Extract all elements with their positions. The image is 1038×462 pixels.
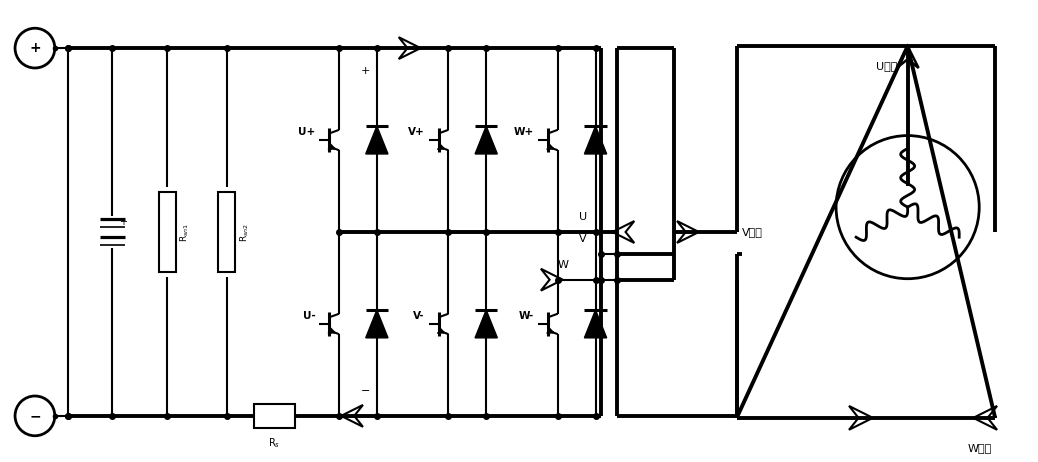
Text: +: + (29, 41, 40, 55)
Text: R$_{s}$: R$_{s}$ (269, 436, 280, 450)
Text: W线圈: W线圈 (968, 443, 992, 453)
Text: W+: W+ (514, 127, 535, 137)
Text: V-: V- (413, 310, 425, 321)
Text: U: U (578, 212, 586, 222)
Polygon shape (584, 126, 606, 154)
Polygon shape (584, 310, 606, 338)
Bar (159, 192, 175, 272)
Text: U+: U+ (298, 127, 316, 137)
Text: V+: V+ (408, 127, 425, 137)
Text: +: + (119, 217, 128, 227)
Polygon shape (365, 126, 388, 154)
Text: R$_{sn2}$: R$_{sn2}$ (238, 223, 251, 242)
Text: −: − (361, 386, 371, 396)
Bar (218, 192, 236, 272)
Polygon shape (475, 126, 497, 154)
Text: +: + (361, 66, 371, 76)
Text: U线圈: U线圈 (876, 61, 898, 71)
Polygon shape (475, 310, 497, 338)
Text: W: W (557, 260, 568, 270)
Text: R$_{sn1}$: R$_{sn1}$ (179, 222, 191, 242)
Polygon shape (365, 310, 388, 338)
Text: −: − (29, 409, 40, 423)
Text: W-: W- (519, 310, 535, 321)
Text: V: V (579, 234, 586, 244)
Text: V线圈: V线圈 (742, 227, 763, 237)
Text: U-: U- (303, 310, 316, 321)
Bar (253, 404, 296, 428)
